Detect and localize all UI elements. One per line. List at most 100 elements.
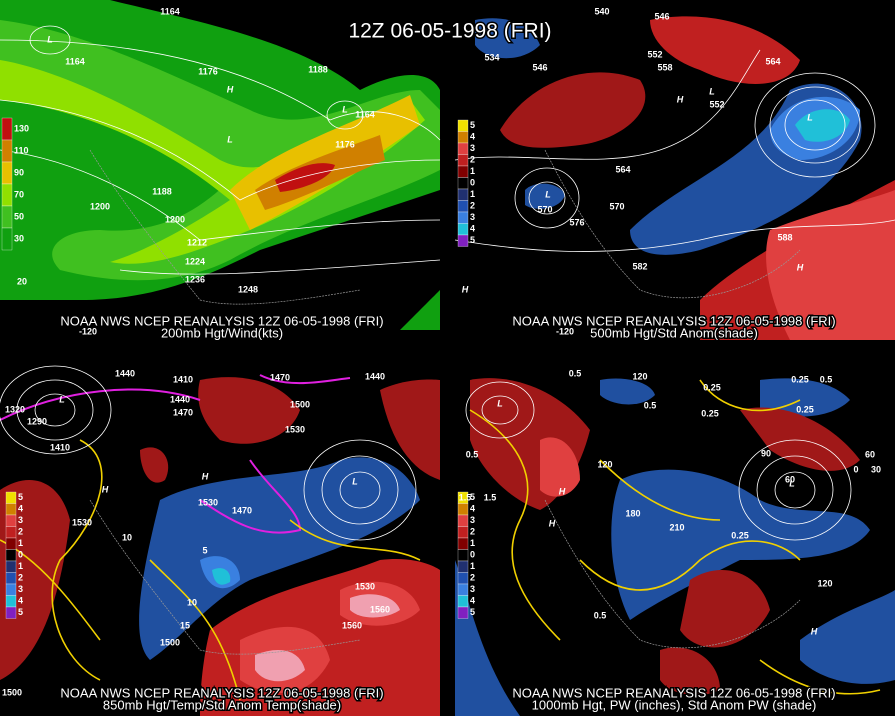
legend-label: 2 [470,527,475,537]
contour-label: 546 [532,62,547,72]
contour-label: 1560 [370,604,390,614]
legend-label: 4 [470,504,475,514]
contour-label: 1440 [115,368,135,378]
legend-label: 5 [18,607,23,617]
contour-label: 0.5 [820,374,833,384]
panel-subtitle: 200mb Hgt/Wind(kts) [161,325,283,340]
panel-850mb [0,374,440,716]
contour-label: 1530 [72,517,92,527]
contour-label: 120 [817,578,832,588]
panel-caption: NOAA NWS NCEP REANALYSIS 12Z 06-05-1998 … [512,685,835,700]
pressure-center: L [789,478,795,488]
panel-subtitle: 850mb Hgt/Temp/Std Anom Temp(shade) [103,697,341,712]
legend-label: 30 [14,233,24,243]
legend-swatch [5,583,17,596]
pressure-center: L [709,86,715,96]
pressure-center: H [549,518,556,528]
pressure-center: H [202,471,209,481]
contour-label: 564 [615,164,630,174]
contours [0,25,895,655]
contour-label: 552 [709,99,724,109]
legend-label: 3 [18,515,23,525]
contour-label: 1320 [5,404,25,414]
legend-swatch [5,572,17,585]
legend-label: 2 [470,155,475,165]
pressure-center: H [797,262,804,272]
legend-swatch [457,131,469,144]
contour-label: 10 [187,597,197,607]
contour-label: 0.25 [703,382,721,392]
legend-swatch [1,227,13,251]
contour-label: 1500 [160,637,180,647]
contour-label: 1236 [185,274,205,284]
legend-swatch [457,234,469,247]
contour-label: 1290 [27,416,47,426]
contour-label: 1164 [65,56,85,66]
contour-label: 534 [484,52,499,62]
pressure-center: H [811,626,818,636]
contour-label: 1440 [170,394,190,404]
contour-label: 30 [871,464,881,474]
legend-label: 4 [470,132,475,142]
contour-label: 1248 [238,284,258,294]
legend-swatch [5,537,17,550]
contour-label: 1410 [173,374,193,384]
legend-label: 5 [18,492,23,502]
contour-label: 582 [632,261,647,271]
contour-label: 0.25 [791,374,809,384]
map-title: 12Z 06-05-1998 (FRI) [348,20,551,43]
legend-swatch [457,583,469,596]
legend-swatch [5,503,17,516]
pressure-center: L [59,394,65,404]
contour-label: 15 [180,620,190,630]
legend-label: 3 [470,143,475,153]
panel-caption: NOAA NWS NCEP REANALYSIS 12Z 06-05-1998 … [60,685,383,700]
legend-swatch [457,211,469,224]
contour-label: 1164 [160,6,180,16]
legend-swatch [5,549,17,562]
contour-label: 1164 [355,109,375,119]
pressure-center: L [342,104,348,114]
contour-label: 552 [647,49,662,59]
panel-caption: NOAA NWS NCEP REANALYSIS 12Z 06-05-1998 … [512,313,835,328]
legend-label: 2 [470,573,475,583]
legend-label: 5 [470,235,475,245]
legend-swatch [457,595,469,608]
contour-label: 1440 [365,371,385,381]
contour-label: 20 [17,276,27,286]
contour-label: 1470 [270,372,290,382]
contour-label: 1530 [285,424,305,434]
legend-label: 5 [470,492,475,502]
contour-label: -120 [556,326,574,336]
legend-swatch [5,514,17,527]
legend-swatch [1,117,13,141]
contour-label: 10 [122,532,132,542]
legend-swatch [1,183,13,207]
contour-label: 5 [202,545,207,555]
contour-label: 0.5 [466,449,479,459]
legend-swatch [457,188,469,201]
legend-swatch [457,560,469,573]
contour-label: 558 [657,62,672,72]
legend-swatch [457,200,469,213]
contour-label: 540 [594,6,609,16]
legend-swatch [457,177,469,190]
contour-label: 570 [609,201,624,211]
legend-swatch [5,491,17,504]
legend-swatch [457,549,469,562]
panel-1000mb [455,378,895,716]
legend-swatch [5,560,17,573]
contour-label: 1500 [2,687,22,697]
contour-label: 0.25 [701,408,719,418]
contour-label: 1188 [308,64,328,74]
contour-label: 0.5 [594,610,607,620]
legend-label: 3 [470,515,475,525]
legends: 1301109070503054321012345543210123455432… [1,117,475,619]
contour-label: 1470 [232,505,252,515]
legend-label: 3 [470,584,475,594]
legend-label: 1 [18,538,23,548]
pressure-center: L [807,112,813,122]
legend-label: 4 [470,596,475,606]
pressure-center: L [352,476,358,486]
